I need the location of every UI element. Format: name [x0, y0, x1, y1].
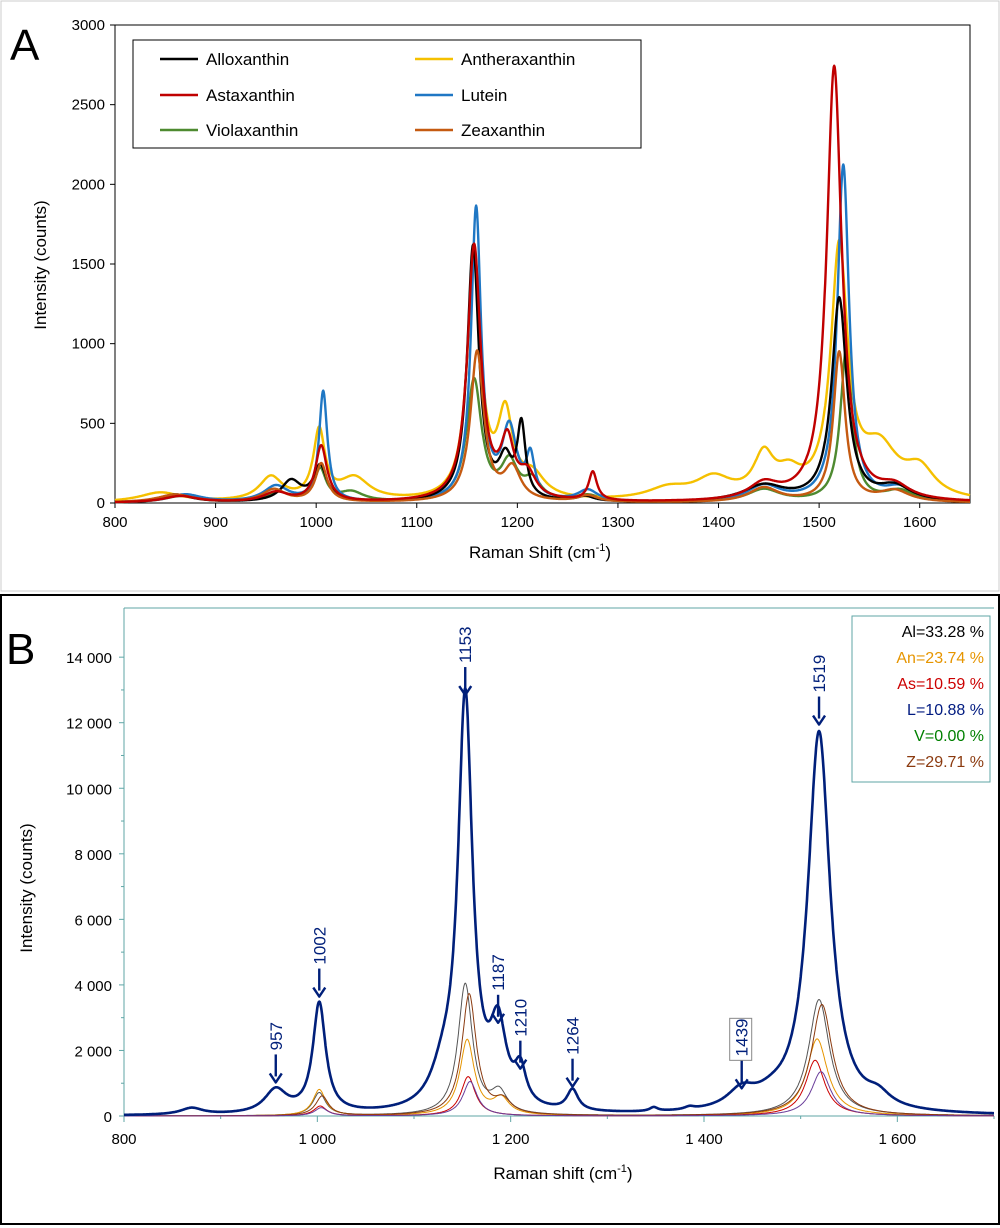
panel-a-x-tick-label: 1200: [501, 514, 534, 531]
panel-a-legend-label: Violaxanthin: [206, 121, 298, 140]
panel-b-x-ticks: 800 1 000 1 200 1 400 1 600: [111, 1116, 995, 1148]
panel-a-y-tick-label: 1000: [72, 336, 105, 353]
panel-b-y-tick-label: 2 000: [74, 1043, 112, 1060]
panel-a-series-line-antheraxanthin: [114, 238, 971, 502]
panel-b-composition-entry: Al=33.28 %: [902, 624, 984, 641]
panel-b-peak-arrowhead: [513, 1059, 528, 1070]
panel-a-y-tick-label: 2000: [72, 176, 105, 193]
panel-a-legend-label: Antheraxanthin: [461, 50, 575, 69]
panel-b-composition-entry: As=10.59 %: [897, 676, 984, 693]
panel-b-peak-arrowhead: [491, 1013, 506, 1024]
panel-b-peak-arrowhead: [734, 1078, 749, 1090]
panel-a-y-tick-label: 500: [80, 415, 105, 432]
panel-b-x-tick-label: 800: [111, 1131, 136, 1148]
panel-b-letter: B: [6, 625, 35, 674]
panel-a-y-tick-label: 0: [97, 495, 105, 512]
panel-b-peak-label-box: [729, 1017, 753, 1061]
panel-b-peak-arrowhead: [312, 986, 327, 998]
panel-a-series-line-alloxanthin: [114, 243, 971, 504]
panel-b-x-tick-label: 1 400: [685, 1131, 723, 1148]
panel-b-peak-arrowhead: [458, 685, 473, 697]
panel-b-component-spectrum: [124, 1071, 994, 1117]
panel-b-frame: [0, 594, 1000, 1225]
panel-b-peak-arrowhead: [812, 714, 827, 726]
panel-a-x-ticks: 800 900 1000 1100 1200 1300 1400 1500 1600: [102, 503, 936, 531]
panel-a-x-tick-label: 1600: [903, 514, 936, 531]
panel-b-peak-label: 1153: [456, 626, 475, 663]
panel-b-peak-label: 1002: [310, 927, 329, 965]
panel-b-y-tick-label: 4 000: [74, 978, 112, 995]
panel-a-legend-label: Zeaxanthin: [461, 121, 545, 140]
panel-a-x-tick-label: 900: [203, 514, 228, 531]
panel-b-peak-arrowhead: [565, 1077, 580, 1088]
panel-a-y-tick-label: 2500: [72, 97, 105, 114]
panel-b-peak-label: 1519: [810, 655, 829, 693]
panel-b-peak-label: 1439: [733, 1019, 752, 1057]
panel-b-series: [123, 686, 995, 1117]
panel-b-chart: B 0 2 000 4 000 6 000 8 000 10 000 12 000 14 00…: [0, 594, 1000, 1225]
panel-b-y-ticks: 0 2 000 4 000 6 000 8 000 10 000 12 000 14 000: [66, 650, 124, 1126]
panel-b-x-tick-label: 1 600: [879, 1131, 917, 1148]
panel-a-y-ticks: 0 500 1000 1500 2000 2500 3000: [72, 17, 115, 512]
panel-a-x-axis-title: Raman Shift (cm-1): [469, 542, 611, 562]
panel-b-y-tick-label: 8 000: [74, 847, 112, 864]
panel-a-series: [114, 64, 971, 504]
panel-b-composition-entry: V=0.00 %: [914, 728, 984, 745]
panel-b-peak-label: 1210: [511, 999, 530, 1037]
panel-a-x-tick-label: 1400: [702, 514, 735, 531]
panel-b-composition-box: Al=33.28 % An=23.74 % As=10.59 % L=10.88 % V…: [851, 615, 991, 783]
panel-a-y-tick-label: 3000: [72, 17, 105, 34]
panel-a-y-tick-label: 1500: [72, 256, 105, 273]
panel-b-y-tick-label: 0: [104, 1109, 112, 1126]
panel-b-peak-label: 1187: [489, 954, 508, 991]
panel-b-y-tick-label: 14 000: [66, 650, 112, 667]
panel-a-legend-box: [132, 39, 642, 149]
panel-b-composition-frame: [851, 615, 991, 783]
panel-b-main-spectrum: [123, 686, 995, 1117]
panel-b-y-tick-label: 12 000: [66, 716, 112, 733]
panel-a-x-tick-label: 1300: [601, 514, 634, 531]
panel-b-y-tick-label: 6 000: [74, 912, 112, 929]
panel-a-x-tick-label: 1000: [299, 514, 332, 531]
panel-b-y-axis-title: Intensity (counts): [17, 823, 36, 952]
panel-b-x-tick-label: 1 000: [299, 1131, 337, 1148]
panel-a-legend-label: Lutein: [461, 86, 507, 105]
panel-a-x-tick-label: 800: [102, 514, 127, 531]
panel-b-peak-label: 1264: [564, 1017, 583, 1055]
panel-b-composition-entry: Z=29.71 %: [906, 754, 984, 771]
panel-a-y-axis-title: Intensity (counts): [31, 200, 50, 329]
panel-a-letter: A: [10, 21, 40, 70]
panel-b-peak-arrowhead: [268, 1072, 283, 1084]
panel-a-legend-label: Astaxanthin: [206, 86, 295, 105]
panel-a-chart: A 0 500 1000 1500 2000 2500 3000 800 900 1000 110…: [0, 0, 1000, 592]
panel-a-x-tick-label: 1500: [802, 514, 835, 531]
panel-b-x-axis-title: Raman shift (cm-1): [493, 1163, 632, 1183]
panel-b-composition-entry: L=10.88 %: [907, 702, 984, 719]
panel-a-legend-label: Alloxanthin: [206, 50, 289, 69]
panel-a-series-line-astaxanthin: [114, 64, 971, 504]
panel-b-peak-label: 957: [267, 1022, 286, 1050]
panel-b-composition-entry: An=23.74 %: [896, 650, 984, 667]
panel-a-x-tick-label: 1100: [401, 514, 433, 531]
panel-b-y-tick-label: 10 000: [66, 781, 112, 798]
panel-a-legend: Alloxanthin Antheraxanthin Astaxanthin Lute…: [132, 39, 642, 149]
panel-b-x-tick-label: 1 200: [492, 1131, 530, 1148]
